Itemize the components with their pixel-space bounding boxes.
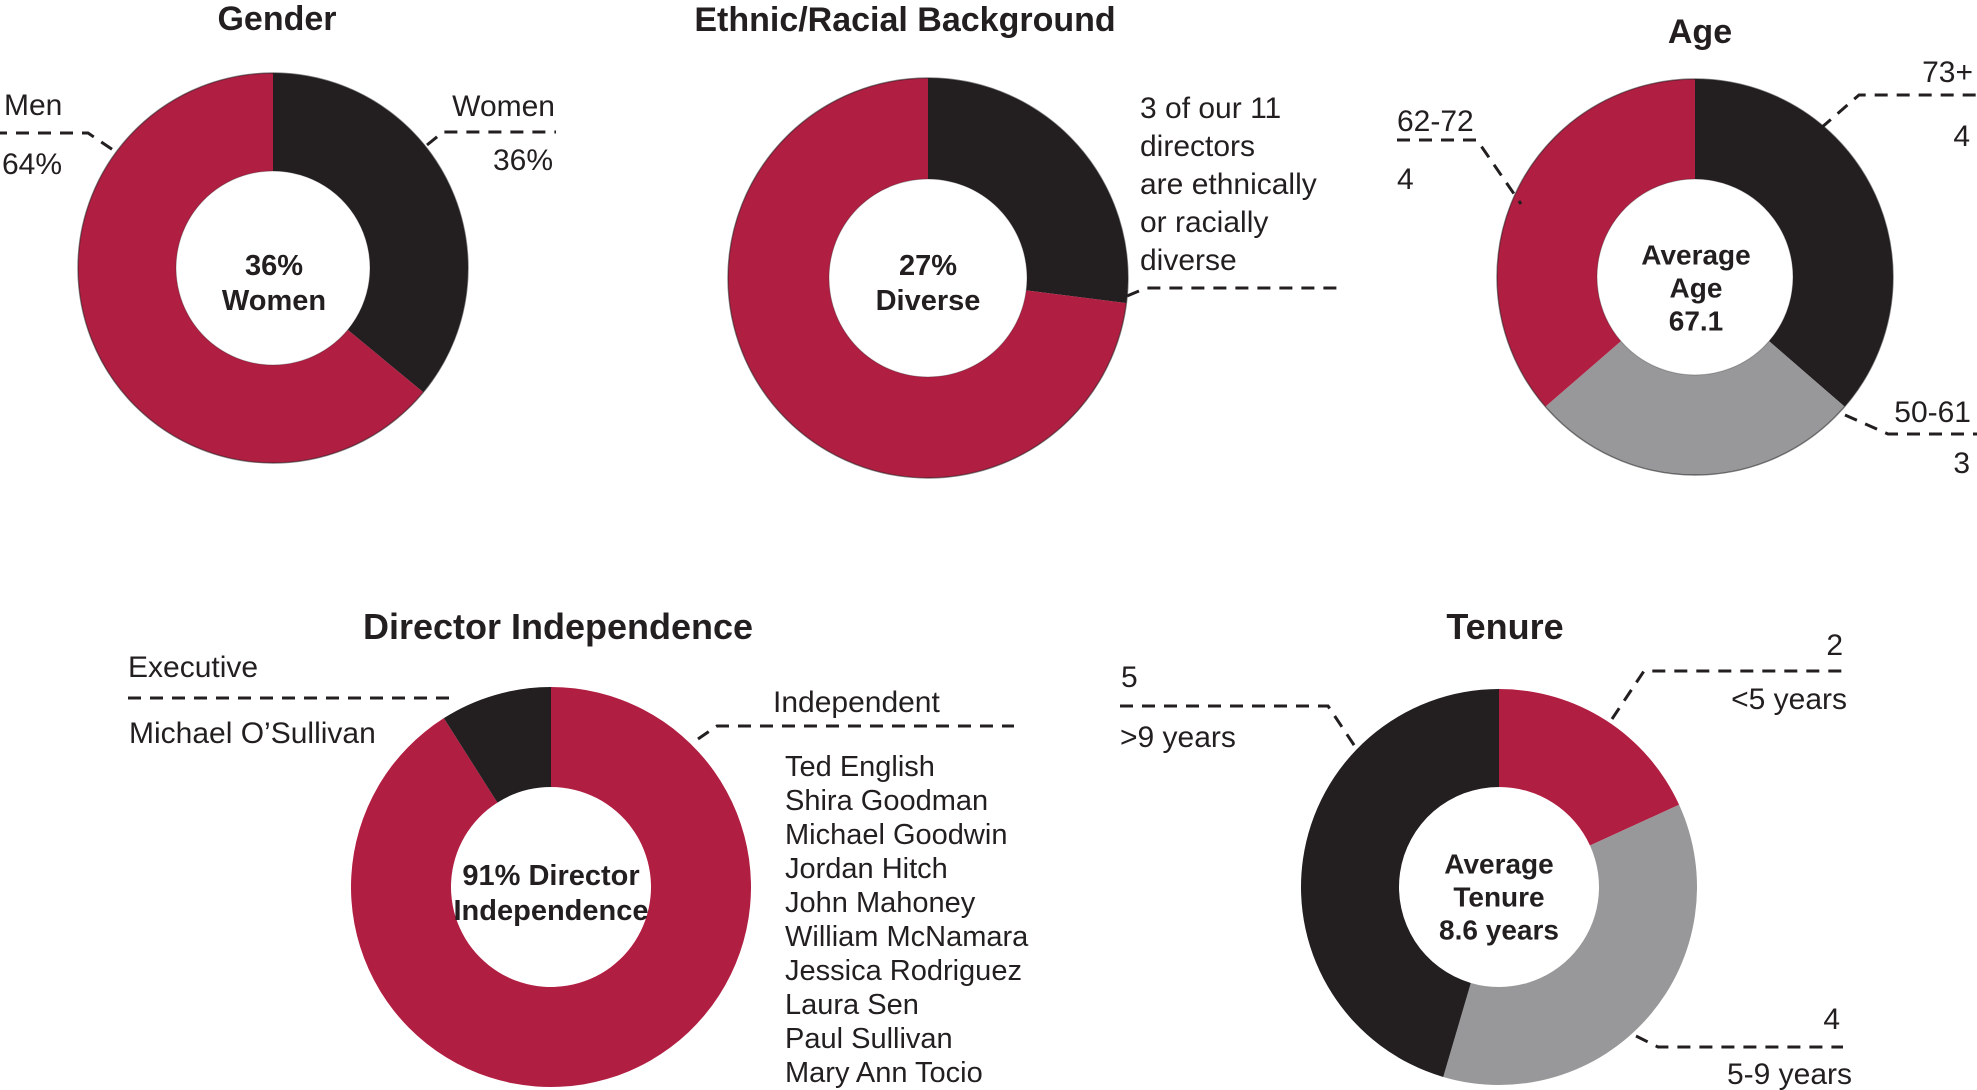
independent-director-2: Shira Goodman — [785, 785, 989, 817]
director-independence-center-label: 91% Director Independence — [454, 859, 649, 929]
ethnic-outline — [828, 178, 1028, 378]
tenure-segment-<5-years — [1499, 689, 1680, 846]
tenure-center-label: Average Tenure 8.6 years — [1439, 848, 1559, 947]
age-50-61-count: 3 — [1953, 447, 1970, 480]
age-center-line3: 67.1 — [1668, 305, 1724, 337]
independent-director-10: Mary Ann Tocio — [785, 1057, 983, 1089]
women-label: Women — [452, 90, 555, 123]
ethnic-segment-rest — [728, 78, 1127, 478]
tenure-segment->9-years — [1301, 689, 1499, 1077]
age-center-line1: Average — [1641, 239, 1751, 271]
gender-center-category: Women — [221, 285, 327, 317]
gender-segment-women — [273, 73, 468, 393]
men-value: 64% — [2, 148, 63, 181]
age-segment-73+ — [1695, 79, 1893, 407]
age-outline — [1596, 178, 1794, 376]
gender-center-label: 36% Women — [222, 249, 326, 319]
men-label: Men — [4, 89, 63, 122]
ethnic-note-line2: directors — [1140, 130, 1256, 163]
ethnic-outline — [727, 77, 1129, 479]
age-segment-62-72 — [1497, 79, 1695, 407]
ethnic-note-line5: diverse — [1140, 244, 1237, 277]
tenure-5-9-label: 5-9 years — [1726, 1058, 1852, 1090]
tenure-under5-label: <5 years — [1731, 683, 1847, 716]
tenure-donut — [1301, 689, 1697, 1085]
ethnic-note: 3 of our 11 directors are ethnically or … — [1140, 90, 1317, 280]
age-50-61-label: 50-61 — [1894, 396, 1971, 429]
tenure-under5-count: 2 — [1826, 629, 1843, 662]
independent-director-4: Jordan Hitch — [785, 853, 948, 885]
dirind-center-line1: 91% Director — [462, 860, 640, 892]
ethnic-center-label: 27% Diverse — [876, 249, 981, 319]
independent-director-1: Ted English — [785, 751, 935, 783]
independent-director-5: John Mahoney — [785, 887, 976, 919]
tenure-center-line2: Tenure — [1453, 881, 1545, 913]
independent-director-3: Michael Goodwin — [785, 819, 1008, 851]
tenure-over9-label: >9 years — [1120, 721, 1236, 754]
gender-title: Gender — [217, 0, 337, 38]
executive-label: Executive — [128, 651, 259, 684]
director-independence-donut — [351, 687, 751, 1087]
gender-center-value: 36% — [244, 250, 304, 282]
ethnic-background-donut — [727, 77, 1129, 479]
gender-donut — [77, 72, 469, 464]
director-independence-segment-independent — [351, 687, 751, 1087]
dirind-center-line2: Independence — [453, 895, 649, 927]
age-center-label: Average Age 67.1 — [1641, 239, 1750, 338]
age-title: Age — [1667, 13, 1733, 51]
tenure-5-9-count: 4 — [1823, 1003, 1840, 1036]
ethnic-note-line3: are ethnically — [1140, 168, 1317, 201]
gender-outline — [77, 72, 469, 464]
age-outline — [1496, 78, 1894, 476]
age-73plus-label: 73+ — [1922, 56, 1973, 89]
independent-label: Independent — [773, 686, 940, 719]
independent-directors-list: Ted English Shira Goodman Michael Goodwi… — [785, 750, 1028, 1090]
independent-director-6: William McNamara — [785, 921, 1029, 953]
ethnic-center-category: Diverse — [875, 285, 981, 317]
director-independence-title: Director Independence — [362, 606, 754, 647]
tenure-segment-5-9-years — [1443, 804, 1697, 1085]
age-73plus-count: 4 — [1953, 120, 1970, 153]
independent-director-7: Jessica Rodriguez — [785, 955, 1022, 987]
age-center-line2: Age — [1669, 272, 1723, 304]
director-independence-segment-executive — [443, 687, 551, 803]
ethnic-note-line1: 3 of our 11 — [1140, 92, 1282, 125]
gender-outline — [175, 170, 371, 366]
executive-member: Michael O’Sullivan — [129, 717, 376, 750]
age-62-72-label: 62-72 — [1397, 105, 1474, 138]
age-62-72-count: 4 — [1397, 163, 1414, 196]
ethnic-segment-diverse — [928, 78, 1128, 304]
tenure-over9-count: 5 — [1121, 661, 1138, 694]
independent-director-9: Paul Sullivan — [785, 1023, 953, 1055]
independent-director-8: Laura Sen — [785, 989, 919, 1021]
gender-segment-men — [78, 73, 424, 463]
age-segment-50-61 — [1545, 341, 1845, 475]
ethnic-background-title: Ethnic/Racial Background — [694, 1, 1116, 39]
tenure-center-line1: Average — [1444, 848, 1554, 880]
tenure-title: Tenure — [1446, 606, 1564, 647]
women-value: 36% — [492, 144, 553, 177]
ethnic-note-leader-line — [1126, 286, 1342, 298]
ethnic-note-line4: or racially — [1140, 206, 1269, 239]
ethnic-center-value: 27% — [898, 250, 958, 282]
age-donut — [1496, 78, 1894, 476]
tenure-center-line3: 8.6 years — [1439, 914, 1559, 946]
